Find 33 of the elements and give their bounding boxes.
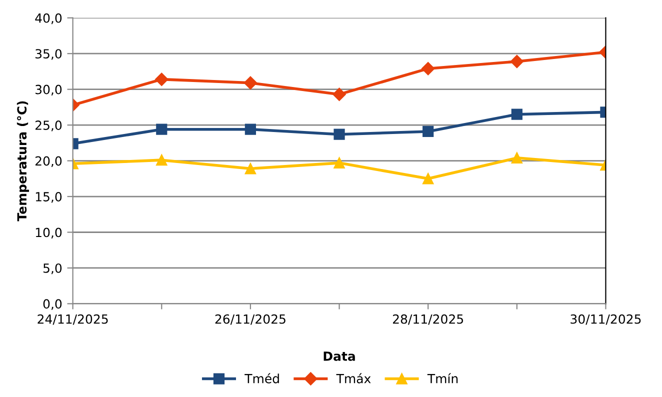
point — [334, 157, 345, 168]
point — [332, 88, 346, 101]
point — [244, 124, 256, 135]
y-tick-label: 25,0 — [35, 120, 62, 132]
y-tick-label: 15,0 — [36, 192, 62, 203]
legend-label: Tméd — [244, 373, 279, 384]
point — [244, 76, 258, 90]
point — [511, 152, 522, 164]
point — [510, 54, 524, 68]
point — [155, 72, 168, 86]
y-axis-title: Temperatura (°C) — [16, 101, 30, 222]
point — [422, 62, 435, 76]
x-tick-label: 24/11/2025 — [38, 314, 108, 325]
y-tick-label: 20,0 — [35, 156, 62, 167]
x-tick-label: 28/11/2025 — [392, 314, 464, 325]
point — [156, 154, 168, 166]
x-axis-title: Data — [324, 352, 355, 361]
legend-label: Tmáx — [336, 373, 371, 384]
y-tick-label: 30,0 — [36, 84, 62, 96]
point — [334, 128, 345, 140]
y-tick-label: 40,0 — [35, 13, 62, 24]
point — [511, 108, 522, 120]
point — [156, 124, 168, 135]
x-tick-label: 30/11/2025 — [570, 314, 641, 325]
point — [422, 126, 434, 138]
y-tick-label: 0,0 — [43, 299, 62, 310]
point — [244, 163, 256, 174]
y-tick-label: 5,0 — [43, 263, 62, 274]
y-tick-label: 10,0 — [36, 228, 62, 238]
x-tick-label: 26/11/2025 — [215, 314, 286, 325]
legend-label: Tmín — [427, 373, 458, 384]
y-tick-label: 35,0 — [36, 49, 62, 60]
point — [422, 173, 434, 184]
